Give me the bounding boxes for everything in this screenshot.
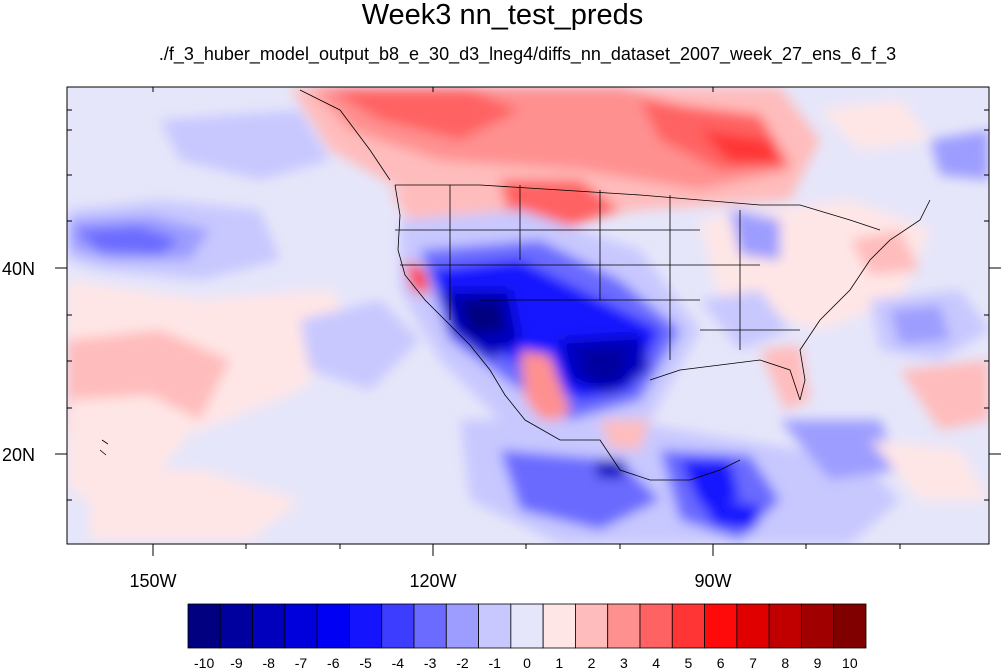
colorbar-box — [316, 603, 350, 649]
colorbar-box — [478, 603, 512, 649]
colorbar-label: -5 — [359, 655, 372, 671]
colorbar-label: 5 — [684, 655, 693, 671]
lat-label-20n: 20N — [2, 445, 36, 465]
colorbar-label: 1 — [555, 655, 564, 671]
colorbar-label: -3 — [423, 655, 437, 671]
colorbar-box — [671, 603, 705, 649]
map-plot — [55, 86, 1001, 556]
coastlines — [99, 89, 931, 481]
colorbar-label: 3 — [619, 655, 628, 671]
colorbar-box — [575, 603, 609, 649]
colorbar-box — [736, 603, 770, 649]
lat-label-40n: 40N — [2, 259, 36, 279]
colorbar-label: -9 — [230, 655, 243, 671]
colorbar-label: -10 — [194, 655, 215, 671]
colorbar-label: 6 — [716, 655, 725, 671]
colorbar-box — [349, 603, 383, 649]
lon-label-90w: 90W — [694, 571, 732, 591]
colorbar-label: 8 — [781, 655, 790, 671]
colorbar-label: -7 — [294, 655, 308, 671]
colorbar-box — [187, 603, 221, 649]
colorbar-box — [381, 603, 415, 649]
map-subtitle: ./f_3_huber_model_output_b8_e_30_d3_lneg… — [158, 44, 897, 64]
colorbar-box — [510, 603, 544, 649]
colorbar-label: -6 — [327, 655, 340, 671]
colorbar-box — [639, 603, 673, 649]
colorbar-box — [284, 603, 318, 649]
colorbar-label: 9 — [813, 655, 822, 671]
colorbar-box — [607, 603, 641, 649]
colorbar-label: 7 — [749, 655, 757, 671]
colorbar-box — [252, 603, 286, 649]
colorbar-label: -1 — [488, 655, 501, 671]
anomaly-field — [67, 87, 989, 544]
colorbar-label: -4 — [391, 655, 405, 671]
lon-label-120w: 120W — [409, 571, 457, 591]
colorbar-box — [219, 603, 253, 649]
lon-label-150w: 150W — [129, 571, 177, 591]
colorbar-label: 4 — [652, 655, 661, 671]
colorbar-box — [704, 603, 738, 649]
colorbar-box — [768, 603, 802, 649]
colorbar-box — [413, 603, 447, 649]
colorbar-label: -8 — [262, 655, 275, 671]
axis-ticks — [55, 87, 1001, 556]
colorbar-label: -2 — [456, 655, 469, 671]
colorbar-box — [445, 603, 479, 649]
colorbar-label: 2 — [587, 655, 596, 671]
map-title: Week3 nn_test_preds — [361, 0, 644, 31]
colorbar-label: 10 — [842, 655, 858, 671]
colorbar-box — [542, 603, 576, 649]
colorbar-label: 0 — [523, 655, 531, 671]
colorbar-box — [801, 603, 835, 649]
colorbar-box — [833, 603, 867, 649]
